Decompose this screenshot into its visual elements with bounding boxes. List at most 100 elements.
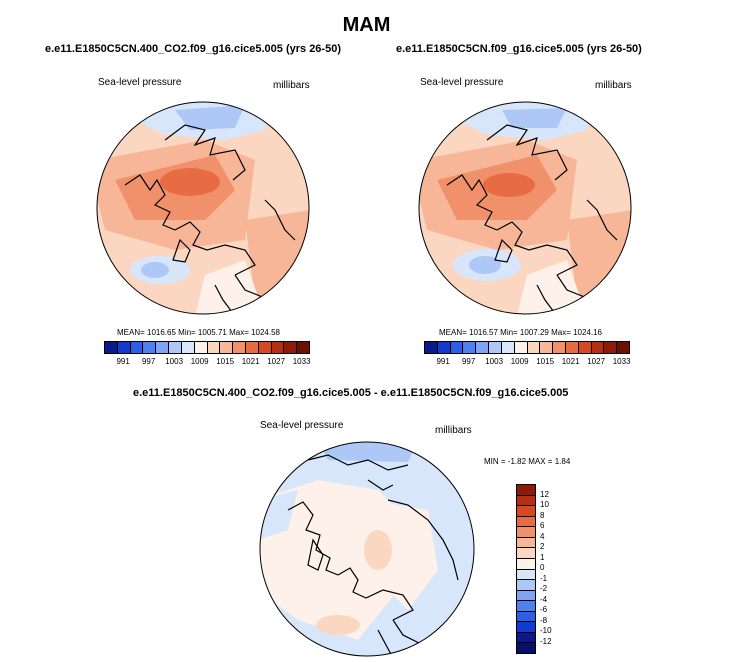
colorbar-label: 1027 — [267, 357, 286, 366]
colorbar-swatch — [517, 548, 535, 559]
colorbar-swatch — [463, 342, 477, 353]
colorbar-swatch — [540, 342, 554, 353]
panel-1-variable: Sea-level pressure — [98, 77, 182, 88]
colorbar-label: 1021 — [561, 357, 580, 366]
panel-2-stats: MEAN= 1016.57 Min= 1007.29 Max= 1024.16 — [439, 328, 602, 337]
panel-1-stats: MEAN= 1016.65 Min= 1005.71 Max= 1024.58 — [117, 328, 280, 337]
colorbar-swatch — [604, 342, 618, 353]
colorbar-label: -10 — [540, 626, 552, 635]
panel-2-colorbar — [424, 341, 630, 354]
colorbar-swatch — [476, 342, 490, 353]
colorbar-label: -12 — [540, 636, 552, 646]
colorbar-swatch — [514, 342, 528, 353]
colorbar-swatch — [194, 342, 208, 353]
panel-2-polar-map — [418, 101, 632, 315]
colorbar-swatch — [517, 537, 535, 549]
colorbar-swatch — [517, 485, 535, 496]
panel-2-title: e.e11.E1850C5CN.f09_g16.cice5.005 (yrs 2… — [396, 43, 642, 55]
figure-title: MAM — [342, 14, 391, 36]
panel-2-variable: Sea-level pressure — [420, 77, 504, 88]
colorbar-label: 1033 — [612, 357, 631, 366]
colorbar-swatch — [517, 643, 535, 653]
colorbar-swatch — [517, 622, 535, 633]
colorbar-swatch — [425, 342, 438, 353]
colorbar-swatch — [245, 342, 259, 353]
colorbar-swatch — [517, 569, 535, 581]
diff-panel-colorbar — [516, 484, 536, 654]
colorbar-swatch — [517, 580, 535, 591]
colorbar-swatch — [450, 342, 464, 353]
colorbar-swatch — [207, 342, 221, 353]
colorbar-swatch — [501, 342, 515, 353]
diff-panel-title: e.e11.E1850C5CN.400_CO2.f09_g16.cice5.00… — [133, 387, 569, 399]
colorbar-label: -1 — [540, 573, 548, 583]
colorbar-label: 1027 — [587, 357, 606, 366]
colorbar-label: 1015 — [536, 357, 555, 366]
colorbar-swatch — [130, 342, 144, 353]
colorbar-swatch — [258, 342, 272, 353]
colorbar-swatch — [233, 342, 246, 353]
panel-1-units: millibars — [273, 80, 310, 91]
colorbar-label: 10 — [540, 500, 549, 509]
colorbar-swatch — [517, 527, 535, 538]
colorbar-swatch — [517, 632, 535, 644]
colorbar-label: 1009 — [510, 357, 529, 366]
panel-1-title: e.e11.E1850C5CN.400_CO2.f09_g16.cice5.00… — [45, 43, 341, 55]
colorbar-label: 1021 — [241, 357, 260, 366]
colorbar-label: -8 — [540, 615, 548, 625]
colorbar-label: 1033 — [292, 357, 311, 366]
colorbar-swatch — [117, 342, 131, 353]
colorbar-swatch — [591, 342, 605, 353]
diff-panel-coastlines — [287, 454, 459, 656]
colorbar-swatch — [553, 342, 566, 353]
colorbar-swatch — [437, 342, 451, 353]
colorbar-swatch — [105, 342, 118, 353]
colorbar-label: 4 — [540, 531, 545, 541]
colorbar-swatch — [617, 342, 629, 353]
colorbar-swatch — [156, 342, 170, 353]
colorbar-label: 1003 — [165, 357, 184, 366]
colorbar-swatch — [517, 516, 535, 528]
colorbar-swatch — [220, 342, 234, 353]
panel-2-units: millibars — [595, 80, 632, 91]
diff-panel-units: millibars — [435, 425, 472, 436]
colorbar-label: 1009 — [190, 357, 209, 366]
colorbar-label: 1 — [540, 552, 545, 562]
colorbar-swatch — [565, 342, 579, 353]
diff-panel-polar-map — [259, 441, 475, 657]
colorbar-swatch — [271, 342, 285, 353]
colorbar-swatch — [578, 342, 592, 353]
colorbar-label: 1015 — [216, 357, 235, 366]
colorbar-swatch — [527, 342, 541, 353]
diff-panel-variable: Sea-level pressure — [260, 420, 344, 431]
panel-1-coastlines — [124, 124, 296, 314]
colorbar-label: 12 — [540, 489, 549, 499]
colorbar-label: 997 — [141, 357, 156, 366]
colorbar-label: -2 — [540, 584, 548, 593]
colorbar-label: 8 — [540, 510, 545, 520]
colorbar-swatch — [169, 342, 182, 353]
colorbar-swatch — [297, 342, 309, 353]
colorbar-label: 991 — [116, 357, 130, 366]
colorbar-label: 0 — [540, 563, 545, 572]
colorbar-swatch — [517, 601, 535, 612]
colorbar-swatch — [517, 495, 535, 507]
colorbar-label: -4 — [540, 594, 548, 604]
panel-1-polar-map — [96, 101, 310, 315]
colorbar-label: 1003 — [485, 357, 504, 366]
colorbar-label: 997 — [461, 357, 476, 366]
colorbar-label: 2 — [540, 542, 545, 551]
colorbar-swatch — [181, 342, 195, 353]
colorbar-label: 6 — [540, 521, 545, 530]
colorbar-swatch — [517, 506, 535, 517]
panel-1-colorbar — [104, 341, 310, 354]
colorbar-label: -6 — [540, 605, 548, 614]
colorbar-swatch — [517, 558, 535, 570]
colorbar-swatch — [489, 342, 502, 353]
colorbar-swatch — [143, 342, 157, 353]
colorbar-swatch — [284, 342, 298, 353]
colorbar-label: 991 — [436, 357, 450, 366]
diff-panel-stats: MIN = -1.82 MAX = 1.84 — [484, 457, 571, 466]
colorbar-swatch — [517, 611, 535, 623]
colorbar-swatch — [517, 590, 535, 602]
